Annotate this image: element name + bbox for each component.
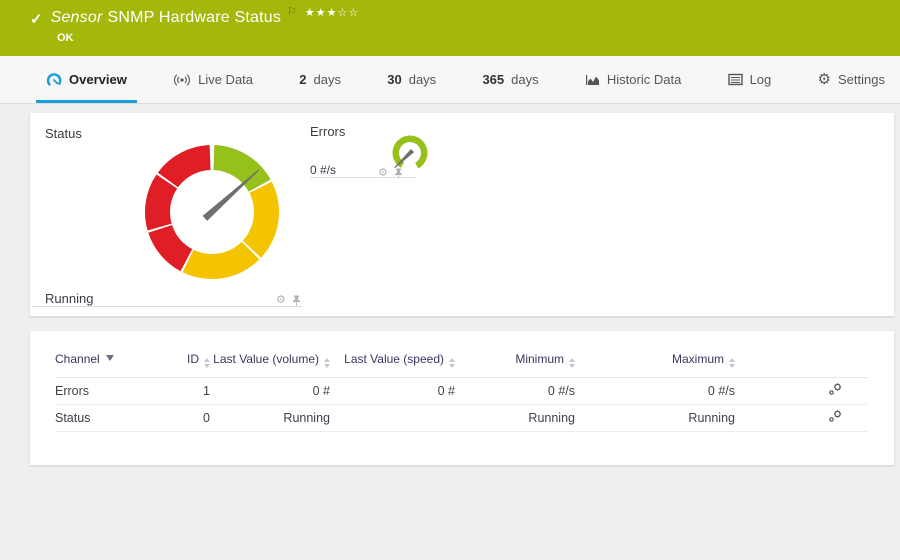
status-gauge (145, 145, 280, 280)
gear-icon[interactable]: ⚙ (378, 167, 388, 179)
cell-last-value-volume: 0 # (210, 377, 330, 405)
log-icon (727, 73, 743, 86)
status-badge: OK (57, 32, 74, 44)
status-cell-divider (32, 306, 302, 307)
cell-id: 1 (175, 377, 210, 405)
cell-last-value-speed: 0 # (330, 377, 455, 405)
overview-gauges-panel: Status Running ⚙ Errors 0 #/s ⚙ (30, 113, 894, 316)
tab-settings[interactable]: ⚙ Settings (808, 56, 895, 103)
channel-table-panel: Channel ID Last Value (volume) Last Valu… (30, 331, 894, 465)
table-row: Status 0 Running Running Running (55, 404, 868, 432)
tab-2-days[interactable]: 2 days (289, 56, 351, 103)
tab-label: days (408, 72, 437, 87)
channel-table: Channel ID Last Value (volume) Last Valu… (55, 331, 868, 432)
column-header-last-value-volume[interactable]: Last Value (volume) (210, 331, 330, 378)
column-header-maximum[interactable]: Maximum (575, 331, 735, 378)
cell-id: 0 (175, 404, 210, 432)
channel-settings-icon[interactable] (828, 383, 842, 399)
sensor-name: SNMP Hardware Status (107, 9, 282, 26)
tab-label: Overview (69, 72, 127, 87)
tab-label: days (313, 72, 341, 87)
column-header-channel[interactable]: Channel (55, 331, 175, 378)
tab-label: Settings (838, 72, 885, 87)
cell-last-value-volume: Running (210, 404, 330, 432)
flag-icon[interactable]: ⚐ (287, 6, 297, 18)
tab-historic-data[interactable]: Historic Data (575, 56, 691, 103)
table-row: Errors 1 0 # 0 # 0 #/s 0 #/s (55, 377, 868, 405)
sensor-header: ✓ Sensor SNMP Hardware Status ⚐ ★★★☆☆ OK (0, 0, 900, 56)
tab-label: Historic Data (606, 72, 682, 87)
tab-overview[interactable]: Overview (36, 56, 137, 103)
tab-365-days[interactable]: 365 days (472, 56, 548, 103)
tab-number: 365 (482, 72, 505, 87)
tab-30-days[interactable]: 30 days (377, 56, 446, 103)
gear-icon[interactable]: ⚙ (276, 294, 286, 306)
area-chart-icon (585, 73, 600, 87)
channel-value-status: Running (45, 291, 94, 306)
cell-minimum: Running (455, 404, 575, 432)
tab-bar: Overview Live Data 2 days 30 days 365 da… (0, 56, 900, 104)
sort-icon (729, 358, 735, 368)
errors-cell-divider (310, 177, 416, 178)
cell-maximum: Running (575, 404, 735, 432)
tab-label: days (511, 72, 539, 87)
sensor-type-label: Sensor (50, 9, 103, 26)
cell-actions (735, 377, 868, 405)
tab-log[interactable]: Log (718, 56, 782, 103)
gauge-icon (46, 72, 62, 88)
sort-desc-icon (105, 355, 114, 361)
page-title: Sensor SNMP Hardware Status (51, 9, 281, 27)
column-header-id[interactable]: ID (175, 331, 210, 378)
sort-icon (324, 358, 330, 368)
column-header-minimum[interactable]: Minimum (455, 331, 575, 378)
channel-settings-icon[interactable] (828, 410, 842, 426)
broadcast-icon (173, 73, 191, 87)
errors-gauge (392, 135, 428, 169)
cell-channel: Status (55, 404, 175, 432)
sort-icon (569, 358, 575, 368)
channel-label-status: Status (45, 126, 82, 141)
status-cell-actions: ⚙ (276, 295, 301, 306)
tab-number: 30 (387, 72, 402, 87)
cell-maximum: 0 #/s (575, 377, 735, 405)
sort-icon (204, 358, 210, 368)
star-rating[interactable]: ★★★☆☆ (304, 7, 360, 19)
cell-minimum: 0 #/s (455, 377, 575, 405)
channel-label-errors: Errors (310, 124, 346, 139)
gear-icon: ⚙ (817, 71, 831, 88)
status-check-icon: ✓ (30, 11, 43, 28)
channel-value-errors: 0 #/s (310, 163, 337, 177)
pin-icon[interactable] (292, 295, 301, 306)
tab-number: 2 (299, 72, 307, 87)
tab-label: Log (749, 72, 772, 87)
column-header-last-value-speed[interactable]: Last Value (speed) (330, 331, 455, 378)
tab-live-data[interactable]: Live Data (163, 56, 263, 103)
sort-icon (449, 358, 455, 368)
cell-channel: Errors (55, 377, 175, 405)
cell-last-value-speed (330, 404, 455, 432)
cell-actions (735, 404, 868, 432)
tab-label: Live Data (198, 72, 254, 87)
column-header-actions (735, 331, 868, 378)
